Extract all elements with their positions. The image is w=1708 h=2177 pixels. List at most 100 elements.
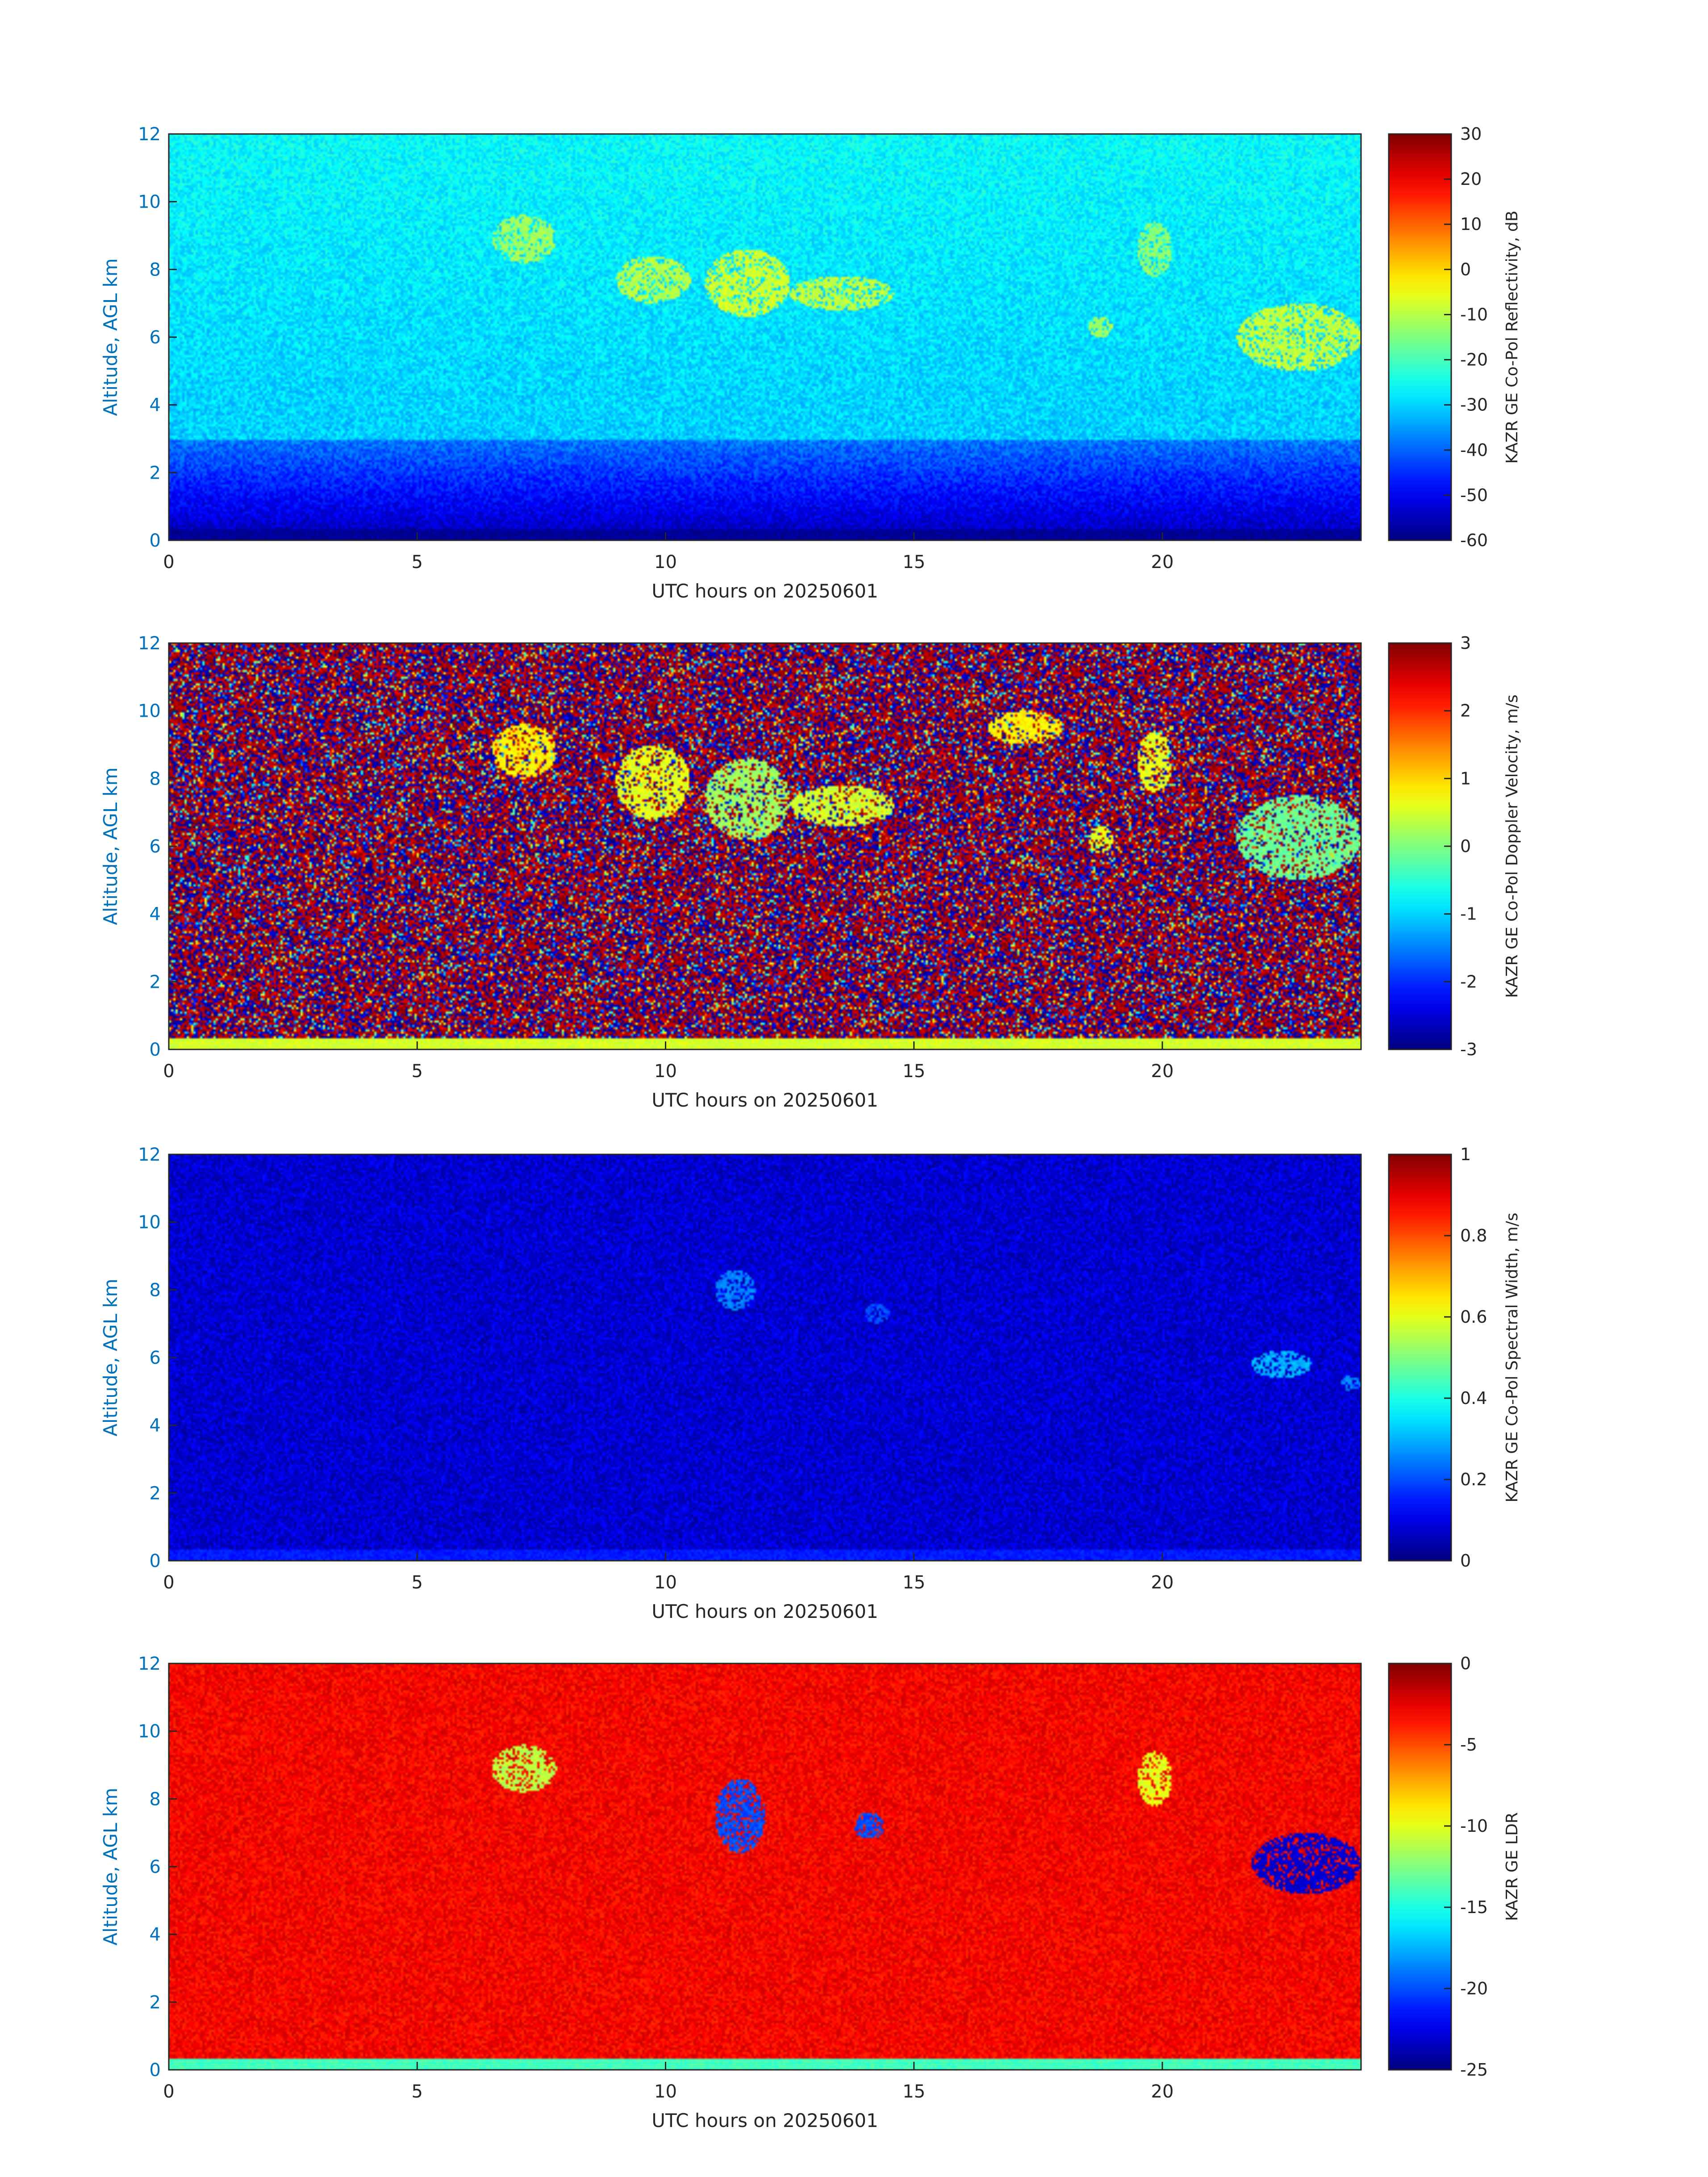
xtick-label: 5	[412, 552, 423, 572]
xtick-label: 20	[1151, 1061, 1174, 1082]
ytick-label: 10	[138, 192, 161, 213]
ytick-label: 8	[150, 259, 161, 280]
colorbar-tick-label: -10	[1460, 1816, 1488, 1836]
xtick-label: 10	[654, 1061, 677, 1082]
colorbar-tick-label: -10	[1460, 305, 1488, 324]
ytick-label: 0	[150, 531, 161, 551]
ytick-label: 0	[150, 1551, 161, 1571]
xtick-label: 20	[1151, 552, 1174, 572]
colorbar-tick-label: -30	[1460, 395, 1488, 415]
colorbar-tick-label: 1	[1460, 1145, 1471, 1164]
x-axis-label: UTC hours on 20250601	[651, 1089, 878, 1111]
heatmap-image	[169, 1154, 1361, 1561]
heatmap-image	[169, 643, 1361, 1049]
colorbar-tick-label: 20	[1460, 169, 1482, 189]
colorbar	[1388, 1153, 1452, 1562]
ytick-label: 6	[150, 1857, 161, 1877]
colorbar-tick-label: -15	[1460, 1897, 1488, 1917]
ytick-label: 10	[138, 1722, 161, 1742]
colorbar-tick-label: 0.4	[1460, 1388, 1487, 1408]
ldr-panel: 0 2 4 6 8 10 12 0 5 10 15 20 UTC hours on 20250601 Al…	[0, 1527, 1708, 2131]
heatmap-image	[169, 1663, 1361, 2070]
colorbar-tick-label: 1	[1460, 769, 1471, 788]
xtick-label: 15	[902, 1061, 925, 1082]
heatmap-image	[169, 134, 1361, 540]
ytick-label: 4	[150, 904, 161, 925]
colorbar-label: KAZR GE Co-Pol Reflectivity, dB	[1503, 211, 1521, 464]
ytick-label: 6	[150, 1348, 161, 1368]
colorbar-tick-label: -20	[1460, 350, 1488, 370]
ytick-label: 0	[150, 1040, 161, 1060]
spectral-width-panel: 0 2 4 6 8 10 12 0 5 10 15 20 UTC hours on 20250601 Al…	[0, 1018, 1708, 1622]
ytick-label: 6	[150, 327, 161, 348]
xtick-label: 0	[163, 552, 174, 572]
ytick-label: 10	[138, 1212, 161, 1233]
xtick-label: 5	[412, 1061, 423, 1082]
colorbar-label: KAZR GE LDR	[1503, 1812, 1521, 1921]
colorbar-tick-label: 0.2	[1460, 1470, 1487, 1489]
colorbar-tick-label: 0	[1460, 259, 1471, 279]
xtick-label: 15	[902, 552, 925, 572]
x-axis-label: UTC hours on 20250601	[651, 1600, 878, 1622]
ytick-label: 0	[150, 2060, 161, 2081]
colorbar-tick-label: -60	[1460, 531, 1488, 550]
xtick-label: 20	[1151, 1572, 1174, 1593]
xtick-label: 15	[902, 1572, 925, 1593]
ytick-label: 2	[150, 1483, 161, 1504]
x-axis-label: UTC hours on 20250601	[651, 2110, 878, 2131]
x-axis-label: UTC hours on 20250601	[651, 580, 878, 602]
ldr-chart: 0 2 4 6 8 10 12 0 5 10 15 20 UTC hours on 20250601 Al…	[100, 1654, 1521, 2131]
colorbar-tick-label: -1	[1460, 904, 1477, 924]
y-axis-label: Altitude, AGL km	[100, 767, 121, 925]
colorbar-tick-label: 30	[1460, 124, 1482, 144]
ytick-label: 4	[150, 1925, 161, 1945]
colorbar	[1388, 642, 1452, 1050]
colorbar-tick-label: 0	[1460, 1654, 1471, 1673]
ytick-label: 2	[150, 463, 161, 483]
xtick-label: 10	[654, 1572, 677, 1593]
y-axis-label: Altitude, AGL km	[100, 258, 121, 416]
xtick-label: 0	[163, 2081, 174, 2102]
ytick-label: 12	[138, 124, 161, 145]
colorbar-label: KAZR GE Co-Pol Doppler Velocity, m/s	[1503, 694, 1521, 998]
colorbar-tick-label: 0.6	[1460, 1307, 1487, 1327]
ytick-label: 12	[138, 633, 161, 654]
colorbar-tick-label: -40	[1460, 440, 1488, 460]
y-axis-label: Altitude, AGL km	[100, 1788, 121, 1945]
colorbar-tick-label: -50	[1460, 485, 1488, 505]
xtick-label: 5	[412, 1572, 423, 1593]
xtick-label: 0	[163, 1061, 174, 1082]
doppler-velocity-panel: 0 2 4 6 8 10 12 0 5 10 15 20 UTC hours on 20250601 Al…	[0, 509, 1708, 1111]
xtick-label: 10	[654, 2081, 677, 2102]
colorbar-tick-label: 10	[1460, 214, 1482, 234]
colorbar	[1388, 133, 1452, 541]
colorbar-tick-label: -20	[1460, 1979, 1488, 1998]
ytick-label: 8	[150, 769, 161, 789]
ytick-label: 12	[138, 1654, 161, 1674]
colorbar-tick-label: 3	[1460, 633, 1471, 653]
xtick-label: 0	[163, 1572, 174, 1593]
reflectivity-chart: 0 2 4 6 8 10 12 0 5 10 15 20 UTC hours on 20250601 Al…	[100, 124, 1521, 602]
colorbar-tick-label: -25	[1460, 2060, 1488, 2080]
ytick-label: 8	[150, 1789, 161, 1809]
xtick-label: 15	[902, 2081, 925, 2102]
ytick-label: 2	[150, 1992, 161, 2013]
ytick-label: 2	[150, 972, 161, 992]
colorbar-tick-label: -2	[1460, 972, 1477, 991]
ytick-label: 6	[150, 836, 161, 857]
colorbar-tick-label: 0.8	[1460, 1226, 1487, 1245]
colorbar-tick-label: -3	[1460, 1040, 1477, 1059]
ytick-label: 12	[138, 1145, 161, 1165]
colorbar-tick-label: 2	[1460, 701, 1471, 721]
colorbar-tick-label: 0	[1460, 836, 1471, 856]
ytick-label: 10	[138, 701, 161, 722]
ytick-label: 8	[150, 1280, 161, 1300]
ytick-label: 4	[150, 395, 161, 416]
y-axis-label: Altitude, AGL km	[100, 1279, 121, 1436]
reflectivity-panel: 0 2 4 6 8 10 12 0 5 10 15 20 UTC hours on 20250601 Al…	[0, 0, 1708, 602]
colorbar-label: KAZR GE Co-Pol Spectral Width, m/s	[1503, 1212, 1521, 1502]
xtick-label: 5	[412, 2081, 423, 2102]
